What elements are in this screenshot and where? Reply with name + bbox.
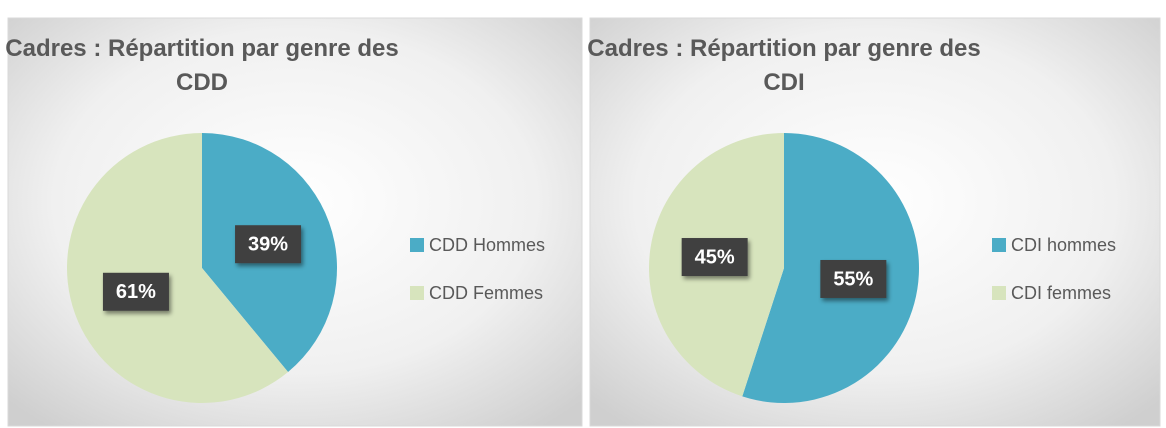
- legend-label: CDD Hommes: [429, 235, 545, 255]
- data-label-box: [820, 259, 887, 298]
- data-label: 39%: [248, 234, 288, 256]
- legend-label: CDI hommes: [1011, 235, 1116, 255]
- legend-swatch: [992, 238, 1006, 252]
- legend-label: CDI femmes: [1011, 283, 1111, 303]
- legend-label: CDD Femmes: [429, 283, 543, 303]
- chart-title: Cadres : Répartition par genre des CDI: [587, 35, 981, 96]
- chart-title: Cadres : Répartition par genre des CDD: [5, 35, 399, 96]
- legend-swatch: [410, 238, 424, 252]
- data-label: 55%: [833, 268, 873, 290]
- data-label: 61%: [116, 281, 156, 303]
- data-label-box: [102, 272, 169, 311]
- data-label-box: [681, 238, 748, 277]
- legend-swatch: [992, 286, 1006, 300]
- data-label-box: [235, 225, 302, 264]
- legend-swatch: [410, 286, 424, 300]
- pie-slice: [67, 133, 289, 403]
- data-label: 45%: [695, 246, 735, 268]
